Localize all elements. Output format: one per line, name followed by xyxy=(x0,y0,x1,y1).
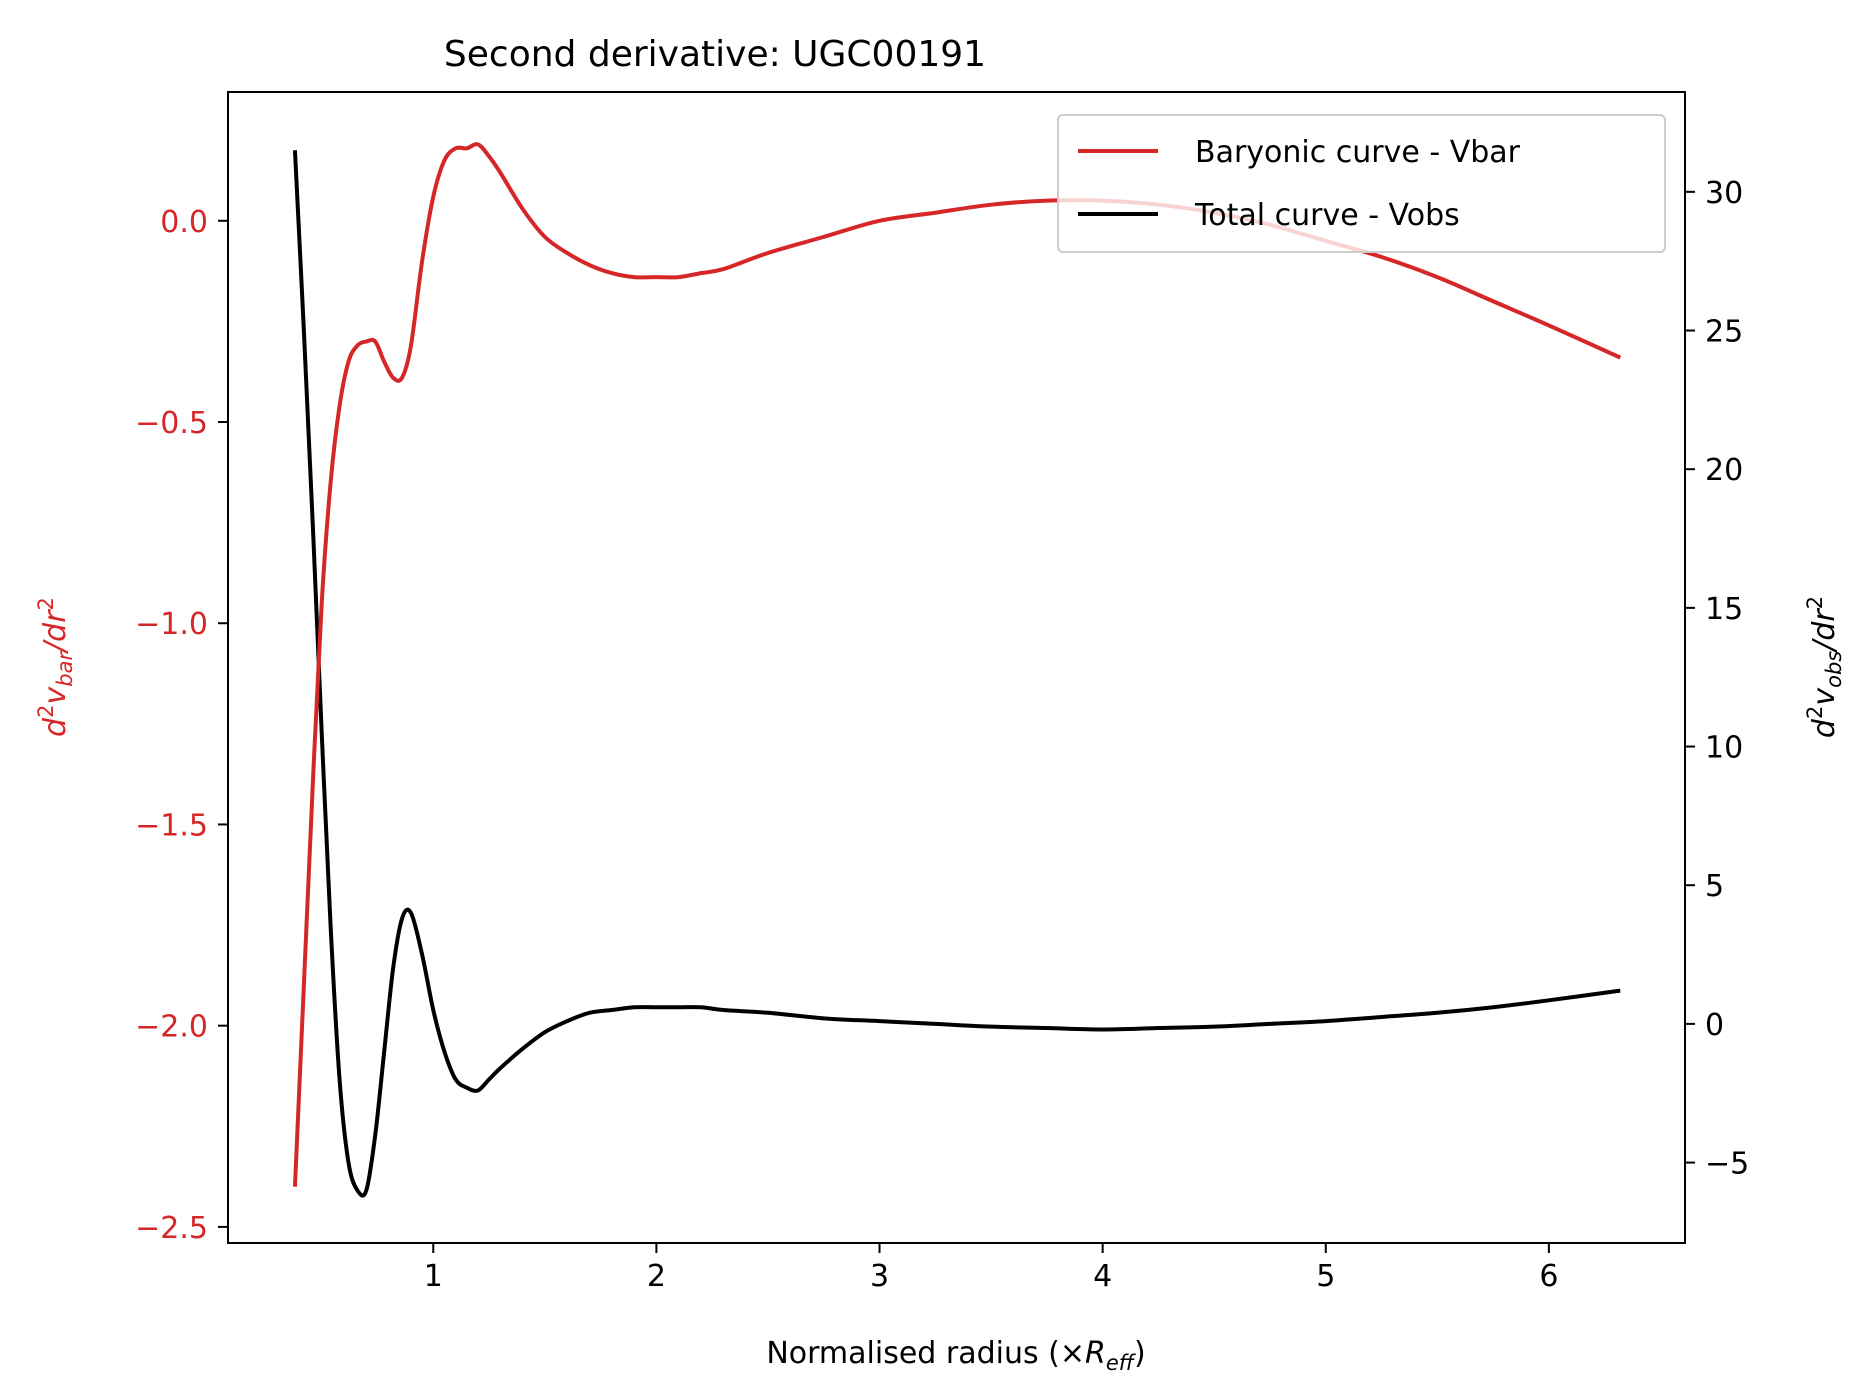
y-right-tick-label: 5 xyxy=(1705,869,1724,904)
x-axis-label-close: ) xyxy=(1134,1336,1146,1371)
x-axis-label-var: R xyxy=(1085,1336,1106,1371)
x-axis-label-main: Normalised radius (× xyxy=(766,1336,1085,1371)
legend-box xyxy=(1057,114,1666,253)
x-axis-label-sub: eff xyxy=(1106,1351,1137,1375)
y-right-axis-label: d2vobs/dr2 xyxy=(1803,596,1846,738)
y-left-tick-label: −2.5 xyxy=(135,1211,208,1246)
y-left-label-sup1: 2 xyxy=(34,705,58,718)
legend-label-vbar: Baryonic curve - Vbar xyxy=(1195,135,1521,170)
y-right-tick-label: 20 xyxy=(1705,453,1743,488)
y-left-tick-label: −1.5 xyxy=(135,808,208,843)
y-right-label-d: d xyxy=(1807,718,1842,738)
y-left-tick-label: −0.5 xyxy=(135,406,208,441)
y-left-axis-label: d2vbar/dr2 xyxy=(34,597,77,737)
y-right-axis-ticks: 30 25 20 15 10 5 0 −5 xyxy=(1685,176,1749,1182)
y-left-tick-label: 0.0 xyxy=(160,205,208,240)
y-right-label-v: v xyxy=(1807,687,1842,706)
y-left-label-d: d xyxy=(38,717,73,737)
y-left-tick-label: −1.0 xyxy=(135,607,208,642)
x-tick-label: 3 xyxy=(870,1259,889,1294)
y-left-label-sup2: 2 xyxy=(34,597,58,610)
x-axis-label: Normalised radius (×Reff) xyxy=(766,1336,1145,1375)
y-right-tick-label: 10 xyxy=(1705,731,1743,766)
y-left-label-v: v xyxy=(38,686,73,705)
y-right-label-sup1: 2 xyxy=(1803,706,1827,719)
x-tick-label: 5 xyxy=(1316,1259,1335,1294)
x-tick-label: 1 xyxy=(424,1259,443,1294)
y-right-label-sup2: 2 xyxy=(1803,596,1827,609)
y-right-tick-label: 25 xyxy=(1705,315,1743,350)
chart-title: Second derivative: UGC00191 xyxy=(444,34,986,75)
y-left-label-slash: /dr xyxy=(38,609,73,655)
x-tick-label: 4 xyxy=(1093,1259,1112,1294)
y-left-axis-ticks: 0.0 −0.5 −1.0 −1.5 −2.0 −2.5 xyxy=(135,205,228,1246)
legend-label-vobs: Total curve - Vobs xyxy=(1194,198,1460,233)
x-tick-label: 2 xyxy=(647,1259,666,1294)
y-right-tick-label: −5 xyxy=(1705,1147,1749,1182)
y-right-tick-label: 0 xyxy=(1705,1008,1724,1043)
y-left-tick-label: −2.0 xyxy=(135,1010,208,1045)
y-right-label-slash: /dr xyxy=(1807,608,1842,654)
y-left-label-sub: bar xyxy=(53,651,77,687)
y-right-tick-label: 30 xyxy=(1705,176,1743,211)
x-axis-ticks: 1 2 3 4 5 6 xyxy=(424,1243,1558,1294)
series-line-vobs xyxy=(292,150,1621,1198)
x-tick-label: 6 xyxy=(1539,1259,1558,1294)
plot-frame xyxy=(227,91,1686,1244)
y-right-label-sub: obs xyxy=(1822,651,1846,688)
legend: Baryonic curve - Vbar Total curve - Vobs xyxy=(1057,114,1666,253)
y-right-tick-label: 15 xyxy=(1705,592,1743,627)
